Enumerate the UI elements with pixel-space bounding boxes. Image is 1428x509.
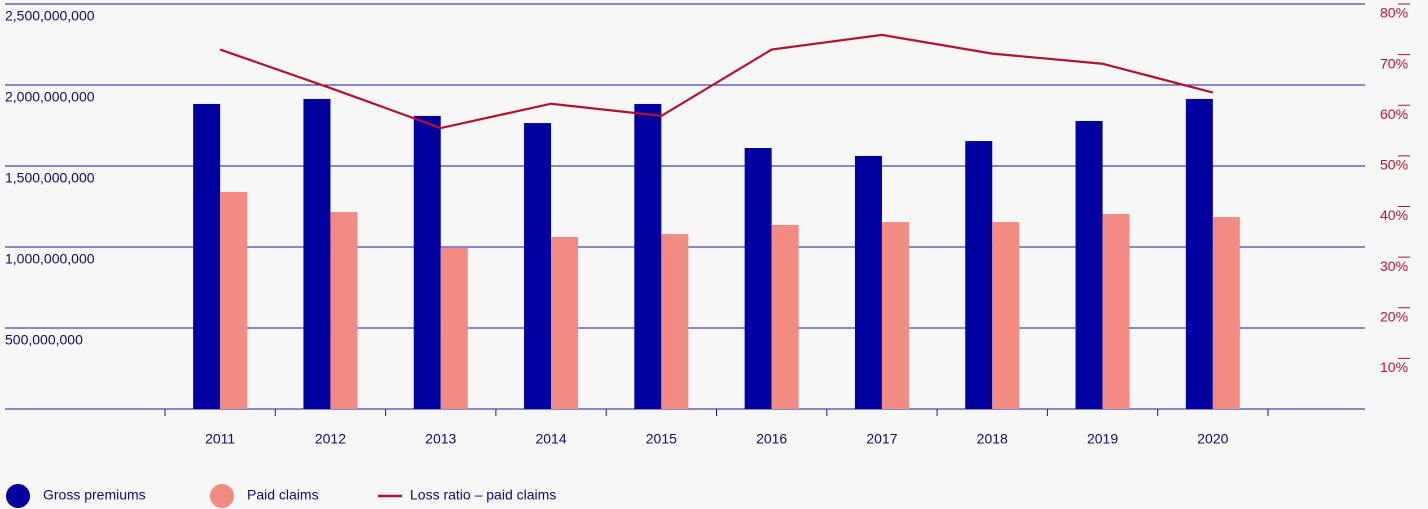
- x-tick-label: 2018: [977, 431, 1008, 447]
- x-tick-label: 2011: [205, 431, 235, 447]
- bar: [1102, 213, 1130, 409]
- bar: [524, 123, 552, 409]
- y-tick-label: 2,500,000,000: [5, 8, 95, 24]
- bar: [330, 212, 358, 409]
- bar: [440, 247, 468, 409]
- legend-label: Paid claims: [247, 487, 319, 503]
- x-tick-label: 2017: [866, 431, 897, 447]
- x-tick-label: 2013: [425, 431, 456, 447]
- x-tick-label: 2019: [1087, 431, 1118, 447]
- x-tick-label: 2012: [315, 431, 346, 447]
- y-tick-label: 1,000,000,000: [5, 251, 95, 267]
- bar: [1185, 98, 1213, 409]
- y2-tick-label: 60%: [1380, 106, 1408, 122]
- bar: [303, 98, 331, 409]
- y2-tick-label: 40%: [1380, 207, 1408, 223]
- y2-tick-label: 70%: [1380, 55, 1408, 71]
- y-tick-label: 2,000,000,000: [5, 89, 95, 105]
- bar: [992, 222, 1020, 409]
- y2-tick-label: 80%: [1380, 5, 1408, 21]
- y2-tick-label: 50%: [1380, 157, 1408, 173]
- bar: [220, 191, 248, 409]
- bar: [854, 155, 882, 409]
- y-tick-label: 500,000,000: [5, 332, 83, 348]
- bar: [634, 103, 662, 409]
- loss-ratio-line: [219, 33, 1214, 130]
- bar: [965, 141, 993, 409]
- y-tick-label: 1,500,000,000: [5, 170, 95, 186]
- x-tick-label: 2016: [756, 431, 787, 447]
- x-tick-label: 2015: [646, 431, 677, 447]
- bar: [881, 222, 909, 409]
- bar: [551, 236, 579, 409]
- legend-swatch: [210, 484, 234, 508]
- y2-tick-label: 10%: [1380, 359, 1408, 375]
- bar: [744, 148, 772, 409]
- bar: [661, 234, 689, 409]
- legend-label: Loss ratio – paid claims: [410, 487, 556, 503]
- bar: [771, 224, 799, 409]
- x-tick-label: 2014: [535, 431, 566, 447]
- y2-tick-label: 30%: [1380, 258, 1408, 274]
- x-tick-label: 2020: [1197, 431, 1228, 447]
- legend-swatch: [6, 484, 30, 508]
- bar: [1212, 217, 1240, 409]
- legend-label: Gross premiums: [43, 487, 146, 503]
- y2-tick-label: 20%: [1380, 308, 1408, 324]
- bar: [1075, 120, 1103, 410]
- bar: [193, 103, 221, 409]
- bar: [413, 115, 441, 409]
